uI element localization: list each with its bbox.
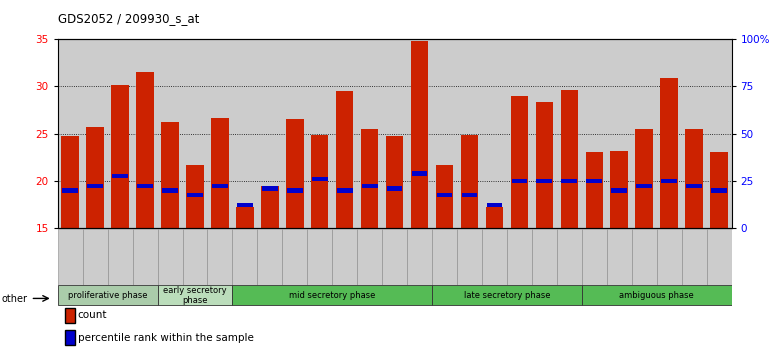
Bar (387, 187, 403, 191)
Bar (186, 165, 204, 228)
Bar (437, 193, 453, 197)
Bar (507, 229, 532, 285)
Bar (411, 41, 428, 228)
Bar (286, 119, 303, 228)
Bar (62, 136, 79, 228)
Text: late secretory phase: late secretory phase (464, 291, 551, 300)
Bar (237, 202, 253, 207)
Bar (87, 184, 103, 188)
Bar (361, 129, 378, 228)
Bar (182, 229, 207, 285)
Bar (661, 179, 677, 183)
Bar (436, 165, 454, 228)
Bar (132, 229, 158, 285)
Bar (233, 229, 257, 285)
Bar (661, 78, 678, 228)
Bar (487, 202, 502, 207)
Text: percentile rank within the sample: percentile rank within the sample (78, 333, 253, 343)
Bar (536, 102, 553, 228)
Bar (587, 179, 602, 183)
Bar (486, 206, 503, 228)
Bar (136, 72, 154, 228)
Bar (62, 188, 78, 193)
Bar (307, 229, 332, 285)
Bar (681, 229, 707, 285)
Bar (412, 171, 427, 176)
Bar (611, 188, 627, 193)
Bar (585, 152, 603, 228)
Bar (460, 135, 478, 228)
Bar (561, 179, 578, 183)
Bar (631, 229, 657, 285)
Bar (511, 179, 527, 183)
Bar (82, 229, 108, 285)
Bar (362, 184, 377, 188)
Text: other: other (2, 294, 28, 304)
Bar (212, 184, 228, 188)
Bar (312, 177, 327, 181)
Bar (332, 229, 357, 285)
Bar (112, 174, 128, 178)
Bar (257, 229, 283, 285)
Bar (582, 285, 732, 305)
Bar (158, 229, 182, 285)
Bar (58, 285, 158, 305)
Bar (211, 118, 229, 228)
Bar (482, 229, 507, 285)
Bar (162, 188, 178, 193)
Bar (158, 285, 233, 305)
Bar (607, 229, 631, 285)
Bar (207, 229, 233, 285)
Bar (711, 188, 727, 193)
Text: proliferative phase: proliferative phase (68, 291, 147, 300)
Text: mid secretory phase: mid secretory phase (289, 291, 376, 300)
Bar (557, 229, 582, 285)
Bar (532, 229, 557, 285)
Bar (311, 135, 329, 228)
Bar (137, 184, 153, 188)
Text: GDS2052 / 209930_s_at: GDS2052 / 209930_s_at (58, 12, 199, 25)
Bar (336, 91, 353, 228)
Bar (58, 229, 82, 285)
Bar (537, 179, 552, 183)
Bar (657, 229, 681, 285)
Text: count: count (78, 310, 107, 320)
Bar (685, 129, 703, 228)
Bar (635, 129, 653, 228)
Bar (636, 184, 652, 188)
Bar (686, 184, 702, 188)
Bar (710, 152, 728, 228)
Bar (462, 193, 477, 197)
Bar (611, 151, 628, 228)
Text: ambiguous phase: ambiguous phase (619, 291, 694, 300)
Bar (457, 229, 482, 285)
Bar (511, 96, 528, 228)
Bar (161, 122, 179, 228)
Bar (287, 188, 303, 193)
Bar (187, 193, 203, 197)
Bar (382, 229, 407, 285)
Bar (386, 136, 403, 228)
Bar (707, 229, 732, 285)
Bar (432, 285, 582, 305)
Bar (432, 229, 457, 285)
Bar (108, 229, 132, 285)
Bar (357, 229, 382, 285)
Bar (233, 285, 432, 305)
Bar (561, 90, 578, 228)
Bar (582, 229, 607, 285)
Text: early secretory
phase: early secretory phase (163, 286, 227, 305)
Bar (86, 127, 104, 228)
Bar (112, 85, 129, 228)
Bar (336, 188, 353, 193)
Bar (261, 186, 279, 228)
Bar (236, 207, 253, 228)
Bar (262, 187, 278, 191)
Bar (407, 229, 432, 285)
Bar (283, 229, 307, 285)
